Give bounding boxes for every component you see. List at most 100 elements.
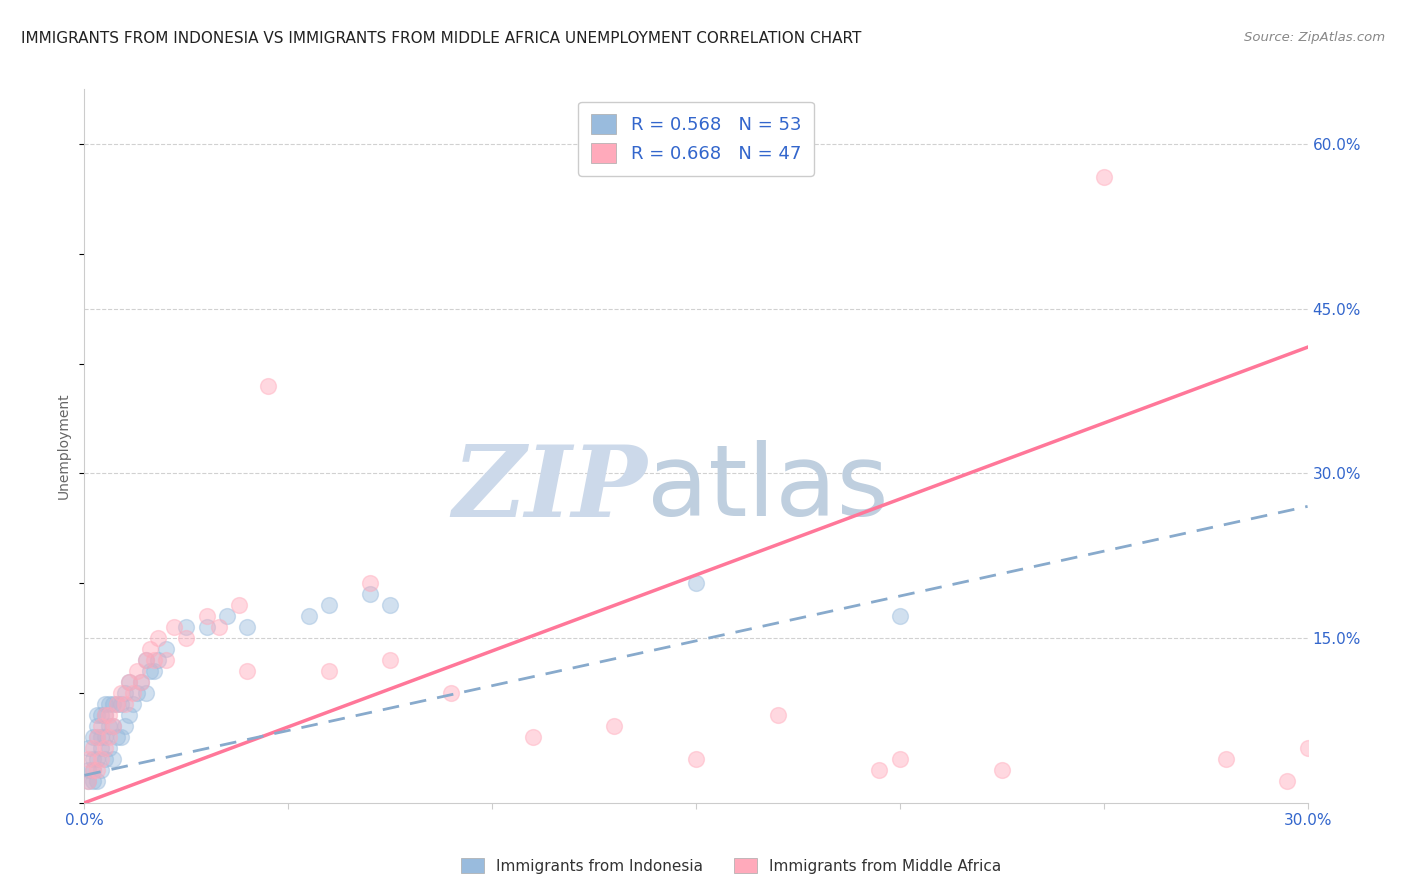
Point [127,664,149,678]
Point [318,664,340,678]
Point [82,763,104,777]
Point [105,697,128,711]
Point [101,719,124,733]
Point [90,708,112,723]
Point [1092,169,1115,184]
Point [93,752,117,766]
Point [991,763,1014,777]
Point [93,740,117,755]
Point [77,740,100,755]
Point [155,642,177,657]
Text: IMMIGRANTS FROM INDONESIA VS IMMIGRANTS FROM MIDDLE AFRICA UNEMPLOYMENT CORRELAT: IMMIGRANTS FROM INDONESIA VS IMMIGRANTS … [21,31,862,46]
Point [90,752,112,766]
Text: Source: ZipAtlas.com: Source: ZipAtlas.com [1244,31,1385,45]
Point [380,653,402,667]
Point [380,598,402,612]
Point [86,773,108,788]
Point [77,763,100,777]
Point [90,719,112,733]
Point [142,664,165,678]
Point [1277,773,1299,788]
Point [298,609,321,624]
Point [97,697,120,711]
Point [118,675,141,690]
Point [155,653,177,667]
Point [97,719,120,733]
Text: ZIP: ZIP [453,441,647,537]
Point [1296,740,1319,755]
Point [77,773,100,788]
Point [869,763,891,777]
Point [110,697,132,711]
Point [603,719,626,733]
Point [146,631,169,645]
Point [359,587,381,601]
Point [195,620,218,634]
Point [236,664,259,678]
Point [93,697,117,711]
Point [138,642,160,657]
Point [93,708,117,723]
Point [236,620,259,634]
Point [82,763,104,777]
Point [163,620,186,634]
Point [101,752,124,766]
Point [766,708,789,723]
Point [90,763,112,777]
Point [889,609,911,624]
Point [93,708,117,723]
Point [82,752,104,766]
Point [127,686,149,700]
Point [146,653,169,667]
Point [101,697,124,711]
Point [90,740,112,755]
Point [97,708,120,723]
Point [90,730,112,744]
Y-axis label: Unemployment: Unemployment [58,392,72,500]
Point [440,686,463,700]
Point [228,598,250,612]
Point [142,653,165,667]
Legend: R = 0.568   N = 53, R = 0.668   N = 47: R = 0.568 N = 53, R = 0.668 N = 47 [578,102,814,176]
Point [82,730,104,744]
Point [176,631,198,645]
Legend: Immigrants from Indonesia, Immigrants from Middle Africa: Immigrants from Indonesia, Immigrants fr… [456,852,1007,880]
Text: atlas: atlas [647,441,889,537]
Point [82,740,104,755]
Point [1215,752,1237,766]
Point [131,675,153,690]
Point [114,686,136,700]
Point [118,675,141,690]
Point [195,609,218,624]
Point [135,653,157,667]
Point [522,730,544,744]
Point [110,730,132,744]
Point [257,378,280,392]
Point [86,763,108,777]
Point [86,752,108,766]
Point [685,576,707,591]
Point [93,730,117,744]
Point [359,576,381,591]
Point [77,773,100,788]
Point [685,752,707,766]
Point [86,730,108,744]
Point [135,653,157,667]
Point [889,752,911,766]
Point [135,686,157,700]
Point [77,752,100,766]
Point [114,697,136,711]
Point [122,686,145,700]
Point [122,697,145,711]
Point [105,697,128,711]
Point [82,773,104,788]
Point [86,708,108,723]
Point [118,708,141,723]
Point [138,664,160,678]
Point [101,719,124,733]
Point [217,609,239,624]
Point [114,719,136,733]
Point [318,598,340,612]
Point [86,730,108,744]
Point [97,740,120,755]
